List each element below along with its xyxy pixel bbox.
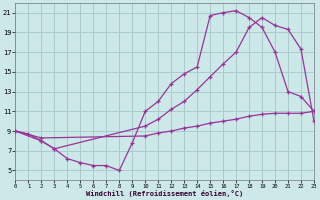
X-axis label: Windchill (Refroidissement éolien,°C): Windchill (Refroidissement éolien,°C)	[86, 190, 243, 197]
